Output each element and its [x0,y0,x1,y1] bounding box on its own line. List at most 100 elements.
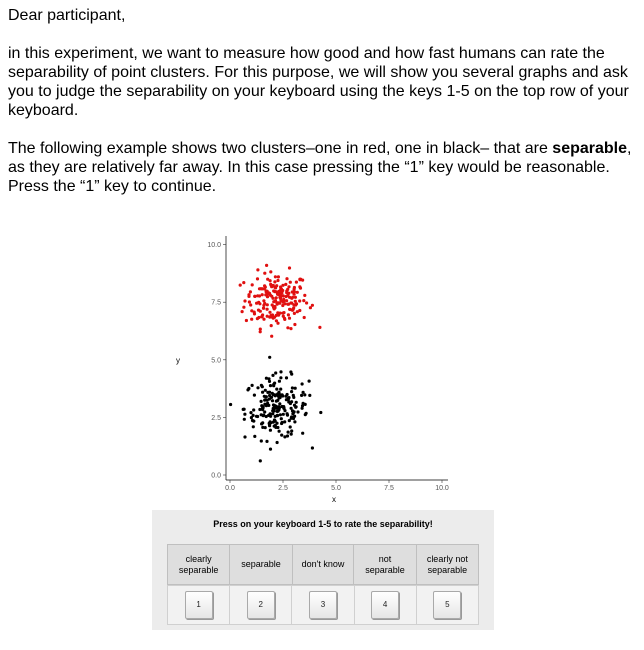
x-tick-label: 10.0 [435,485,449,492]
data-point [262,303,266,307]
data-point [273,275,277,279]
data-point [300,406,304,410]
key-2-button[interactable]: 2 [246,591,275,619]
data-point [277,429,281,433]
key-3-button[interactable]: 3 [308,591,337,619]
data-point [278,295,282,299]
data-point [259,383,263,387]
data-point [290,429,294,433]
data-point [268,393,272,398]
data-point [293,420,297,424]
data-point [282,316,287,320]
data-point [249,416,253,420]
data-point [253,434,257,438]
data-point [284,376,289,380]
data-point [286,313,290,317]
data-point [244,318,248,323]
data-point [285,299,289,303]
y-tick-label: 7.5 [211,300,221,307]
data-point [274,286,278,290]
data-point [273,423,277,428]
data-point [298,308,302,313]
key-4-button[interactable]: 4 [371,591,400,619]
data-point [294,400,298,404]
data-point [264,395,268,399]
data-point [300,382,304,386]
data-point [262,306,266,310]
data-point [288,401,292,406]
data-point [286,302,290,306]
data-point [247,300,251,304]
option-separable: separable [229,544,293,585]
data-point [280,433,284,437]
data-point [287,285,291,289]
data-point [267,377,271,381]
data-point [262,413,266,417]
data-point [289,432,293,436]
data-point [307,379,311,383]
data-point [250,309,254,313]
data-point [292,290,296,294]
option-dont-know: don't know [291,544,355,585]
data-point [276,311,280,315]
data-point [229,402,233,407]
data-point [256,308,261,312]
data-point [269,324,273,328]
data-point [280,404,284,409]
data-point [243,299,247,303]
data-point [252,393,256,397]
data-point [265,398,269,402]
data-point [293,295,297,299]
data-point [300,393,304,397]
data-point [275,409,279,413]
data-point [280,291,284,295]
key-1-button[interactable]: 1 [184,591,213,619]
data-point [276,321,280,325]
data-point [247,386,251,391]
data-point [241,407,245,411]
data-point [267,379,272,383]
data-point [290,386,294,390]
data-point [242,417,246,421]
data-point [272,404,276,408]
plot-axes: 0.0 2.5 5.0 7.5 10.0 0.0 2.5 5.0 7.5 10.0 x y [176,236,449,504]
data-point [286,396,290,401]
data-point [274,371,278,375]
data-point [271,316,275,320]
x-axis-label: x [332,495,336,504]
data-point [276,394,281,398]
data-point [286,326,290,330]
data-point [263,388,267,392]
data-point [268,447,273,451]
data-point [285,291,289,295]
data-point [303,402,307,406]
option-clearly-separable: clearly separable [166,544,231,585]
key-5-button[interactable]: 5 [433,591,462,619]
data-point [264,414,268,419]
x-tick-label: 5.0 [331,485,341,492]
data-point [243,435,247,439]
data-point [264,376,268,380]
data-point [263,426,267,430]
data-point [285,434,290,438]
data-point [310,446,314,450]
x-tick-label: 7.5 [384,485,394,492]
data-point [292,306,296,310]
data-point [275,440,279,445]
data-point [260,293,264,297]
data-point [281,303,285,308]
data-point [292,303,296,307]
data-point [259,413,263,417]
data-point [295,290,299,294]
data-point [287,266,292,270]
data-point [279,287,283,291]
data-point [275,413,279,417]
data-point [271,412,275,416]
data-point [263,271,267,275]
data-point [290,372,294,376]
rating-options-table: clearly separable separable don't know no… [166,544,480,585]
data-point [260,315,264,319]
paragraph-2-tail: , as they are relatively far away. In th… [8,140,632,195]
data-point [240,310,244,314]
data-point [262,287,266,291]
